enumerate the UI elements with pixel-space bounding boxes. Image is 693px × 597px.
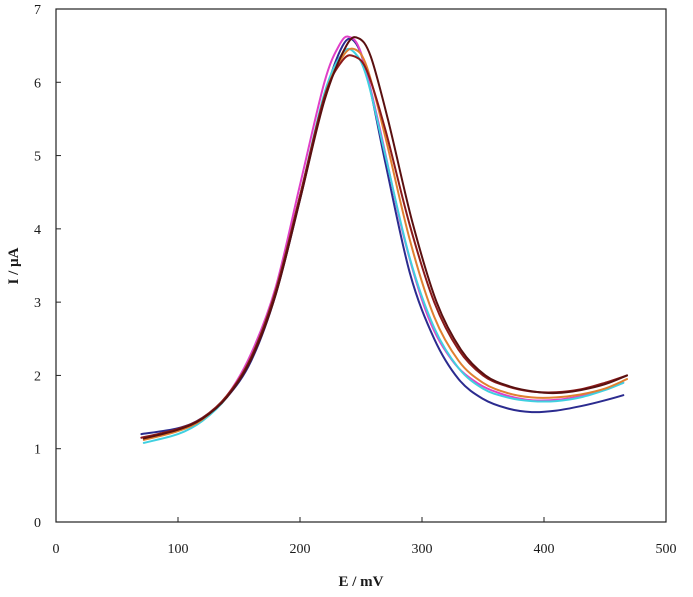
x-tick-label: 200 xyxy=(290,542,311,557)
y-axis-title: I / µA xyxy=(6,247,22,284)
x-tick-label: 100 xyxy=(168,542,189,557)
x-tick-label: 400 xyxy=(534,542,555,557)
plot-area xyxy=(55,8,667,523)
y-tick-label: 3 xyxy=(34,296,41,311)
y-tick-label: 1 xyxy=(34,443,41,458)
x-tick-label: 500 xyxy=(656,542,677,557)
y-tick-label: 2 xyxy=(34,369,41,384)
series-line-6 xyxy=(142,36,628,440)
y-tick-label: 0 xyxy=(34,516,41,531)
axis-ticks: 0 100 200 300 400 500 0 1 2 3 4 5 6 7 xyxy=(34,3,677,557)
series-layer xyxy=(140,35,628,444)
x-axis-title: E / mV xyxy=(339,574,384,590)
y-tick-label: 6 xyxy=(34,76,41,91)
x-tick-label: 300 xyxy=(412,542,433,557)
y-tick-label: 4 xyxy=(34,223,41,238)
x-tick-label: 0 xyxy=(53,542,60,557)
y-tick-label: 5 xyxy=(34,150,41,165)
y-tick-label: 7 xyxy=(34,3,41,18)
